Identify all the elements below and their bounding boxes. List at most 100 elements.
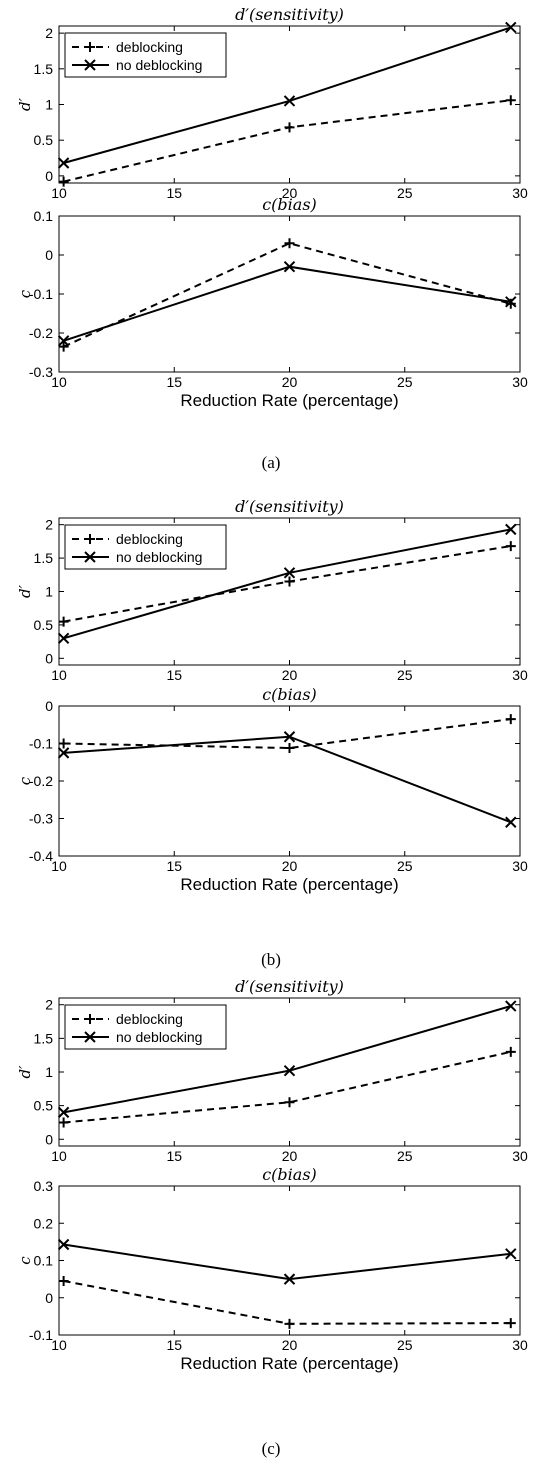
y-tick-label: 0 bbox=[45, 1131, 53, 1147]
data-point-plus bbox=[284, 743, 295, 753]
x-tick-label: 10 bbox=[51, 667, 67, 683]
y-tick-label: -0.2 bbox=[29, 773, 53, 789]
data-point-cross bbox=[57, 157, 70, 169]
data-point-cross bbox=[505, 816, 517, 828]
data-point-plus bbox=[284, 1097, 295, 1108]
y-tick-label: 0 bbox=[45, 698, 53, 714]
chart-title: c(bias) bbox=[262, 1165, 317, 1184]
data-point-cross bbox=[505, 296, 517, 308]
data-point-plus bbox=[505, 541, 516, 552]
y-tick-label: 1 bbox=[45, 97, 53, 113]
x-tick-label: 20 bbox=[282, 1148, 298, 1164]
data-point-cross bbox=[283, 1273, 296, 1285]
panel-caption: (a) bbox=[262, 453, 281, 472]
x-tick-label: 25 bbox=[397, 1337, 413, 1353]
x-axis-label: Reduction Rate (percentage) bbox=[180, 875, 398, 894]
y-axis-label: c bbox=[16, 1256, 34, 1265]
x-tick-label: 25 bbox=[397, 858, 413, 874]
data-point-cross bbox=[283, 731, 296, 743]
legend-box bbox=[64, 32, 227, 78]
data-point-cross bbox=[57, 335, 70, 347]
chart-title: d′(sensitivity) bbox=[235, 5, 344, 24]
data-point-plus bbox=[58, 1275, 69, 1286]
data-point-cross bbox=[283, 1064, 296, 1077]
x-tick-label: 15 bbox=[166, 858, 182, 874]
y-tick-label: 1 bbox=[45, 1064, 53, 1080]
y-tick-label: 1.5 bbox=[34, 61, 54, 77]
x-axis-label: Reduction Rate (percentage) bbox=[180, 1354, 398, 1373]
y-tick-label: 0.2 bbox=[34, 1215, 54, 1231]
x-tick-label: 15 bbox=[166, 1337, 182, 1353]
y-axis-label: d′ bbox=[16, 97, 34, 111]
y-tick-label: 0.5 bbox=[34, 1098, 54, 1114]
x-tick-label: 20 bbox=[282, 185, 298, 201]
data-point-cross bbox=[57, 1106, 70, 1119]
y-tick-label: 0 bbox=[45, 247, 53, 263]
series-line-deblocking bbox=[63, 718, 511, 750]
y-tick-label: -0.3 bbox=[29, 811, 53, 827]
data-point-plus bbox=[505, 1046, 516, 1057]
plot-area bbox=[58, 705, 521, 857]
y-tick-label: 0.5 bbox=[34, 132, 54, 148]
series-line-no-deblocking bbox=[63, 265, 511, 342]
x-tick-label: 25 bbox=[397, 374, 413, 390]
x-tick-label: 30 bbox=[512, 1148, 528, 1164]
y-tick-label: 0 bbox=[45, 168, 53, 184]
data-point-plus bbox=[58, 1117, 69, 1128]
panel-caption: (b) bbox=[261, 950, 281, 969]
chart-title: d′(sensitivity) bbox=[235, 497, 344, 516]
data-point-plus bbox=[58, 616, 69, 627]
series-line-deblocking bbox=[63, 99, 511, 183]
y-tick-label: 0 bbox=[45, 650, 53, 666]
data-point-cross bbox=[283, 95, 296, 107]
data-point-cross bbox=[57, 1238, 70, 1251]
y-axis-label: c bbox=[16, 289, 34, 298]
x-tick-label: 10 bbox=[51, 374, 67, 390]
legend-label: deblocking bbox=[116, 1011, 183, 1027]
data-point-cross bbox=[57, 632, 70, 644]
x-axis-label: Reduction Rate (percentage) bbox=[180, 391, 398, 410]
y-tick-label: -0.1 bbox=[29, 736, 53, 752]
y-axis-label: c bbox=[16, 776, 34, 785]
legend-marker-cross bbox=[84, 551, 96, 563]
data-point-plus bbox=[284, 238, 295, 249]
series-line-no-deblocking bbox=[63, 735, 512, 824]
y-tick-label: 1.5 bbox=[34, 550, 54, 566]
data-point-cross bbox=[283, 567, 296, 579]
y-tick-label: 1.5 bbox=[34, 1030, 54, 1046]
data-point-cross bbox=[283, 260, 296, 273]
y-tick-label: 1 bbox=[45, 584, 53, 600]
x-tick-label: 30 bbox=[512, 858, 528, 874]
series-line-no-deblocking bbox=[63, 1243, 511, 1281]
y-tick-label: 0.3 bbox=[34, 1178, 54, 1194]
x-tick-label: 15 bbox=[166, 1148, 182, 1164]
data-point-plus bbox=[505, 714, 516, 725]
x-tick-label: 25 bbox=[397, 185, 413, 201]
legend-label: deblocking bbox=[116, 39, 183, 55]
y-tick-label: 0.1 bbox=[34, 208, 54, 224]
data-point-cross bbox=[505, 1000, 517, 1012]
x-tick-label: 10 bbox=[51, 1337, 67, 1353]
legend-box bbox=[64, 1004, 227, 1050]
legend-label: no deblocking bbox=[116, 1029, 202, 1045]
x-tick-label: 15 bbox=[166, 185, 182, 201]
data-point-cross bbox=[57, 747, 70, 759]
legend-marker-cross bbox=[84, 1031, 96, 1043]
legend-box bbox=[64, 524, 227, 570]
legend-label: no deblocking bbox=[116, 549, 202, 565]
y-tick-label: -0.4 bbox=[29, 848, 53, 864]
y-tick-label: 0.5 bbox=[34, 617, 54, 633]
x-tick-label: 30 bbox=[512, 185, 528, 201]
legend-label: no deblocking bbox=[116, 57, 202, 73]
y-axis-label: d′ bbox=[16, 1065, 34, 1079]
data-point-plus bbox=[284, 1318, 295, 1329]
x-tick-label: 25 bbox=[397, 1148, 413, 1164]
x-tick-label: 15 bbox=[166, 667, 182, 683]
legend-marker-plus bbox=[85, 534, 95, 544]
y-tick-label: -0.3 bbox=[29, 364, 53, 380]
data-point-plus bbox=[505, 95, 516, 106]
chart-title: d′(sensitivity) bbox=[235, 977, 344, 996]
data-point-plus bbox=[505, 1318, 516, 1329]
y-tick-label: 2 bbox=[45, 997, 53, 1013]
x-tick-label: 10 bbox=[51, 185, 67, 201]
